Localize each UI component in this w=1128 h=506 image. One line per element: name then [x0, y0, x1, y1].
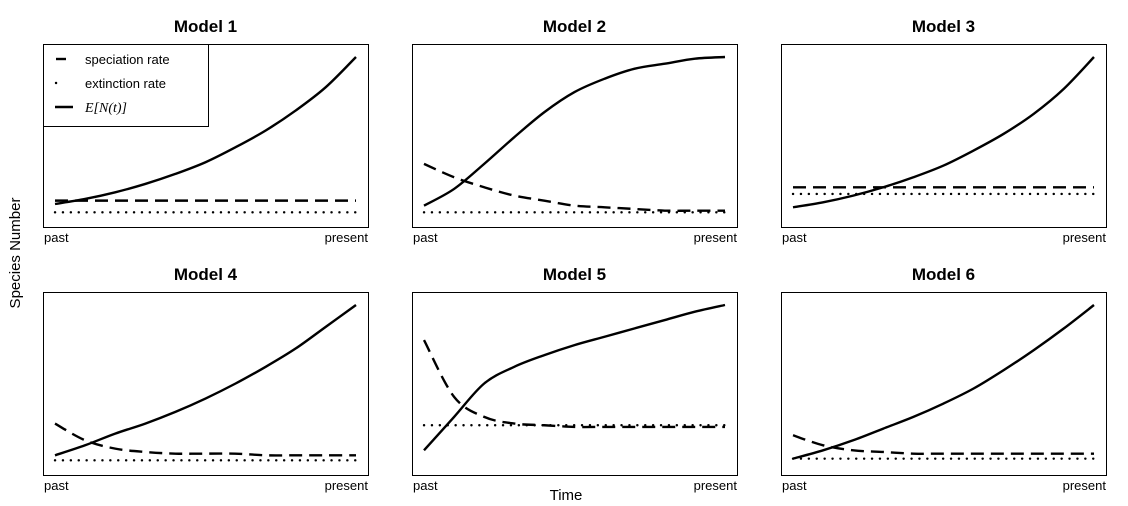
panel-1-title: Model 1 — [174, 17, 237, 36]
panel-2: Model 2 past present — [412, 17, 738, 245]
panel-3-series-e-n-t — [792, 56, 1095, 209]
panel-2-frame — [412, 44, 738, 228]
panel-2-series-e-n-t — [423, 55, 726, 207]
panel-5: Model 5 past present — [412, 265, 738, 493]
panel-4-title: Model 4 — [174, 265, 238, 284]
panel-6-tick-past: past — [782, 478, 807, 493]
panel-5-series-speciation-rate — [422, 339, 725, 429]
panel-6-frame — [781, 292, 1107, 476]
panel-3: Model 3 past present — [781, 17, 1107, 245]
panel-3-frame — [781, 44, 1107, 228]
y-axis-label: Species Number — [7, 198, 24, 309]
panels: Model 1 past present speciation rate extinct… — [43, 17, 1107, 493]
panel-5-title: Model 5 — [543, 265, 606, 284]
panel-3-title: Model 3 — [912, 17, 975, 36]
panel-4-series-e-n-t — [54, 304, 357, 457]
panel-2-series-speciation-rate — [423, 162, 725, 212]
panel-1-series-e-n-t — [54, 56, 357, 206]
panel-4: Model 4 past present — [43, 265, 369, 493]
panel-6-title: Model 6 — [912, 265, 975, 284]
panel-5-tick-present: present — [694, 478, 738, 493]
legend-label-speciation-rate: speciation rate — [85, 52, 170, 67]
panel-3-tick-present: present — [1063, 230, 1107, 245]
panel-6-tick-present: present — [1063, 478, 1107, 493]
panel-5-series-e-n-t — [423, 303, 726, 452]
panel-6-series-speciation-rate — [792, 434, 1094, 455]
panel-5-frame — [412, 292, 738, 476]
panel-1: Model 1 past present speciation rate extinct… — [43, 17, 369, 245]
panel-4-tick-past: past — [44, 478, 69, 493]
panel-6: Model 6 past present — [781, 265, 1107, 493]
panel-2-tick-present: present — [694, 230, 738, 245]
legend-label-e-n-t: E[N(t)] — [84, 101, 127, 116]
panel-4-frame — [43, 292, 369, 476]
panel-5-tick-past: past — [413, 478, 438, 493]
panel-3-tick-past: past — [782, 230, 807, 245]
panel-1-legend: speciation rate extinction rate E[N(t)] — [43, 44, 209, 127]
panel-1-tick-present: present — [325, 230, 369, 245]
panel-2-title: Model 2 — [543, 17, 606, 36]
legend-label-extinction-rate: extinction rate — [85, 76, 166, 91]
panel-1-tick-past: past — [44, 230, 69, 245]
legend-box — [43, 44, 209, 127]
x-axis-label: Time — [550, 487, 583, 504]
panel-4-tick-present: present — [325, 478, 369, 493]
panel-6-series-e-n-t — [792, 304, 1095, 460]
panel-2-tick-past: past — [413, 230, 438, 245]
